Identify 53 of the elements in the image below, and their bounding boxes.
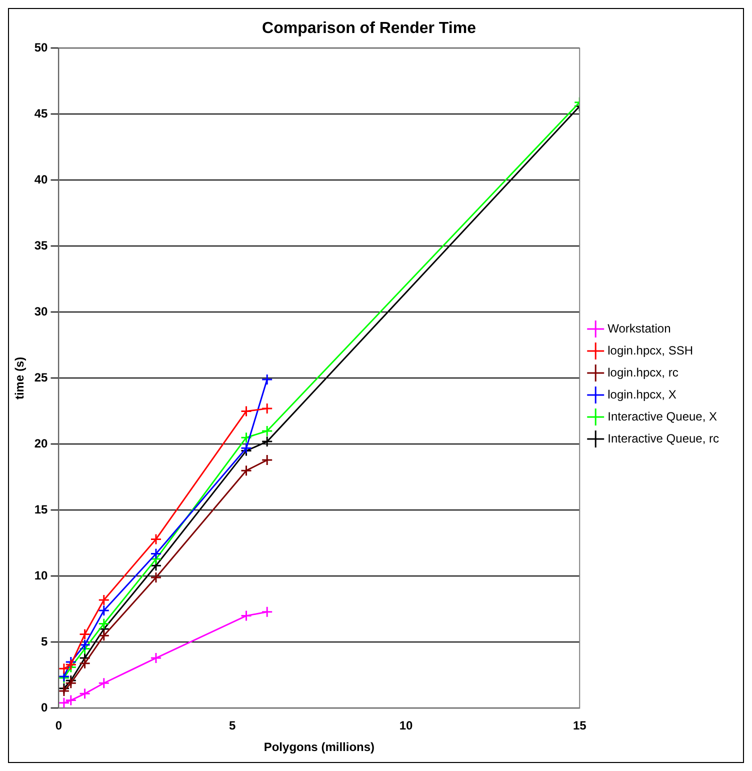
point [240, 432, 252, 444]
legend-label: Workstation [608, 321, 671, 336]
y-tick-label: 30 [34, 304, 48, 319]
y-tick-label: 15 [34, 502, 48, 517]
point [58, 662, 70, 674]
legend-label: login.hpcx, rc [608, 365, 678, 380]
chart-title: Comparison of Render Time [262, 20, 476, 38]
point [98, 618, 110, 630]
x-tick-label: 15 [572, 718, 587, 733]
y-tick-label: 50 [34, 40, 48, 55]
y-tick-label: 20 [34, 436, 48, 451]
point [150, 548, 162, 560]
point [261, 436, 273, 448]
legend-label: Interactive Queue, rc [608, 431, 720, 446]
x-tick-label: 5 [229, 718, 236, 733]
point [240, 464, 252, 476]
point [65, 677, 77, 689]
point [261, 374, 273, 386]
y-tick-label: 40 [34, 172, 48, 187]
point [261, 606, 273, 618]
x-tick-label: 10 [399, 718, 413, 733]
y-axis-title: time (s) [12, 356, 27, 400]
y-tick-label: 10 [34, 568, 48, 583]
y-tick-label: 5 [41, 634, 48, 649]
y-tick-label: 25 [34, 370, 48, 385]
point [79, 639, 91, 651]
point [98, 594, 110, 606]
x-axis-title: Polygons (millions) [264, 740, 375, 754]
point [261, 425, 273, 437]
legend-label: login.hpcx, SSH [608, 343, 694, 358]
point [65, 658, 77, 670]
point [150, 652, 162, 664]
y-tick-label: 35 [34, 238, 48, 253]
y-tick-label: 45 [34, 106, 48, 121]
point [58, 685, 70, 697]
point [240, 405, 252, 417]
legend-label: login.hpcx, X [608, 387, 676, 402]
point [98, 630, 110, 642]
point [240, 442, 252, 454]
point [98, 677, 110, 689]
legend-label: Interactive Queue, X [608, 409, 718, 424]
point [79, 628, 91, 640]
point [240, 610, 252, 622]
y-tick-label: 0 [41, 700, 48, 715]
point [58, 697, 70, 708]
point [79, 658, 91, 670]
point [150, 572, 162, 584]
x-tick-label: 0 [55, 718, 62, 733]
point [261, 402, 273, 414]
point [98, 604, 110, 616]
point [150, 533, 162, 545]
point [261, 454, 273, 466]
point [79, 688, 91, 700]
